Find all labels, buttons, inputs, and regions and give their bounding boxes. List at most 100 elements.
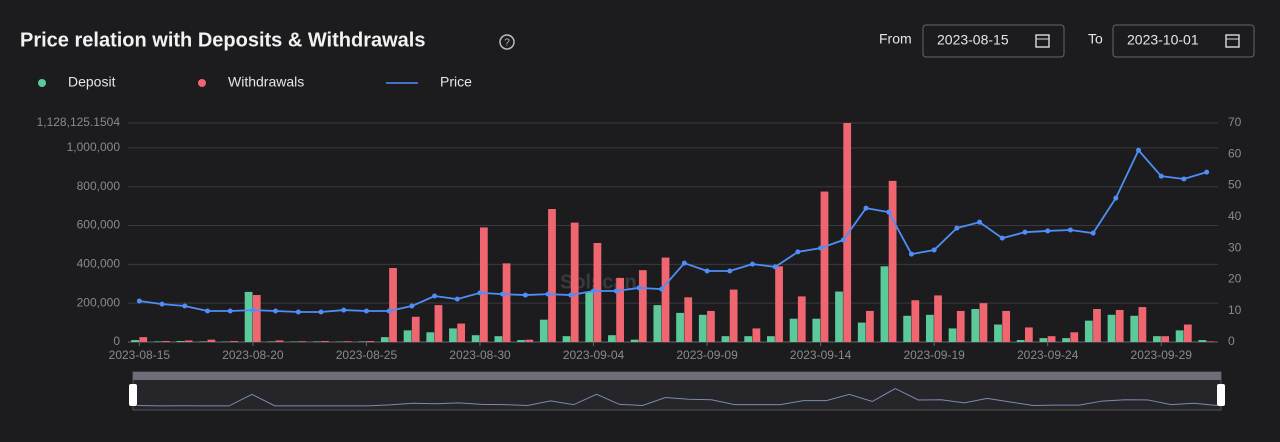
price-point (909, 252, 914, 257)
bar (730, 290, 738, 342)
bar (1184, 325, 1192, 342)
price-point (296, 309, 301, 314)
bar (1139, 307, 1147, 342)
bar (971, 309, 979, 342)
price-point (477, 290, 482, 295)
price-point (750, 262, 755, 267)
legend-label: Price (440, 74, 472, 90)
bar (525, 340, 533, 342)
y-tick-label: 1,000,000 (67, 140, 121, 154)
bar (1116, 310, 1124, 342)
bar (245, 292, 253, 342)
to-date: 2023-10-01 (1127, 32, 1199, 48)
chart-title: Price relation with Deposits & Withdrawa… (20, 29, 425, 51)
x-tick-label: 2023-09-19 (903, 348, 965, 362)
price-point (455, 297, 460, 302)
bar (676, 313, 684, 342)
bar (313, 341, 321, 342)
bar (684, 297, 692, 342)
bar (472, 335, 480, 342)
bar (1176, 330, 1184, 342)
y2-tick-label: 0 (1228, 334, 1235, 348)
bar (707, 311, 715, 342)
bar (812, 319, 820, 342)
bar (404, 330, 412, 342)
bar (639, 270, 647, 342)
bar (185, 340, 193, 342)
help-icon[interactable]: ? (500, 35, 514, 49)
x-tick-label: 2023-09-14 (790, 348, 852, 362)
bar (881, 266, 889, 342)
bar (821, 192, 829, 342)
price-point (1091, 231, 1096, 236)
price-point (864, 206, 869, 211)
price-point (1000, 236, 1005, 241)
bar (608, 335, 616, 342)
bar (199, 341, 207, 342)
x-tick-label: 2023-08-20 (222, 348, 284, 362)
price-point (523, 293, 528, 298)
y2-tick-label: 70 (1228, 115, 1242, 129)
bar (1093, 309, 1101, 342)
bar (1040, 338, 1048, 342)
svg-text:?: ? (504, 38, 510, 49)
bar (344, 341, 352, 342)
price-point (591, 289, 596, 294)
bar (1198, 340, 1206, 342)
bar (752, 328, 760, 342)
bar (858, 323, 866, 342)
bar (162, 341, 170, 342)
y-tick-label: 0 (113, 334, 120, 348)
bar (503, 263, 511, 342)
bar (230, 341, 238, 342)
bar (889, 181, 897, 342)
price-point (500, 292, 505, 297)
price-point (841, 238, 846, 243)
price-point (341, 308, 346, 313)
y-tick-label: 1,128,125.1504 (37, 115, 121, 129)
bar (548, 209, 556, 342)
price-point (727, 268, 732, 273)
x-tick-label: 2023-09-04 (563, 348, 625, 362)
bar (631, 340, 639, 342)
legend-swatch (198, 79, 206, 87)
bar (1070, 332, 1078, 342)
bar (1025, 327, 1033, 342)
bar (276, 340, 284, 342)
from-label: From (879, 31, 912, 47)
legend-label: Deposit (68, 74, 116, 90)
from-date: 2023-08-15 (937, 32, 1009, 48)
bar (358, 341, 366, 342)
bar (139, 337, 147, 342)
price-point (1113, 196, 1118, 201)
price-point (1136, 148, 1141, 153)
x-tick-label: 2023-09-09 (676, 348, 738, 362)
bar (517, 340, 525, 342)
bar (835, 292, 843, 342)
x-tick-label: 2023-08-25 (336, 348, 398, 362)
bar (1048, 336, 1056, 342)
bar (540, 320, 548, 342)
to-label: To (1088, 31, 1103, 47)
price-point (364, 309, 369, 314)
price-point (932, 248, 937, 253)
bar (775, 266, 783, 342)
bar (1062, 338, 1070, 342)
bar (911, 300, 919, 342)
price-point (773, 264, 778, 269)
bar (903, 316, 911, 342)
bar (662, 258, 670, 342)
y-tick-label: 800,000 (77, 179, 121, 193)
price-point (886, 210, 891, 215)
price-point (1181, 177, 1186, 182)
bar (381, 337, 389, 342)
bar (298, 341, 306, 342)
price-point (682, 261, 687, 266)
bar (790, 319, 798, 342)
bar (1017, 340, 1025, 342)
bar (366, 341, 374, 342)
bar (412, 317, 420, 342)
minimap[interactable] (129, 372, 1225, 410)
y2-tick-label: 30 (1228, 240, 1242, 254)
price-point (1022, 230, 1027, 235)
